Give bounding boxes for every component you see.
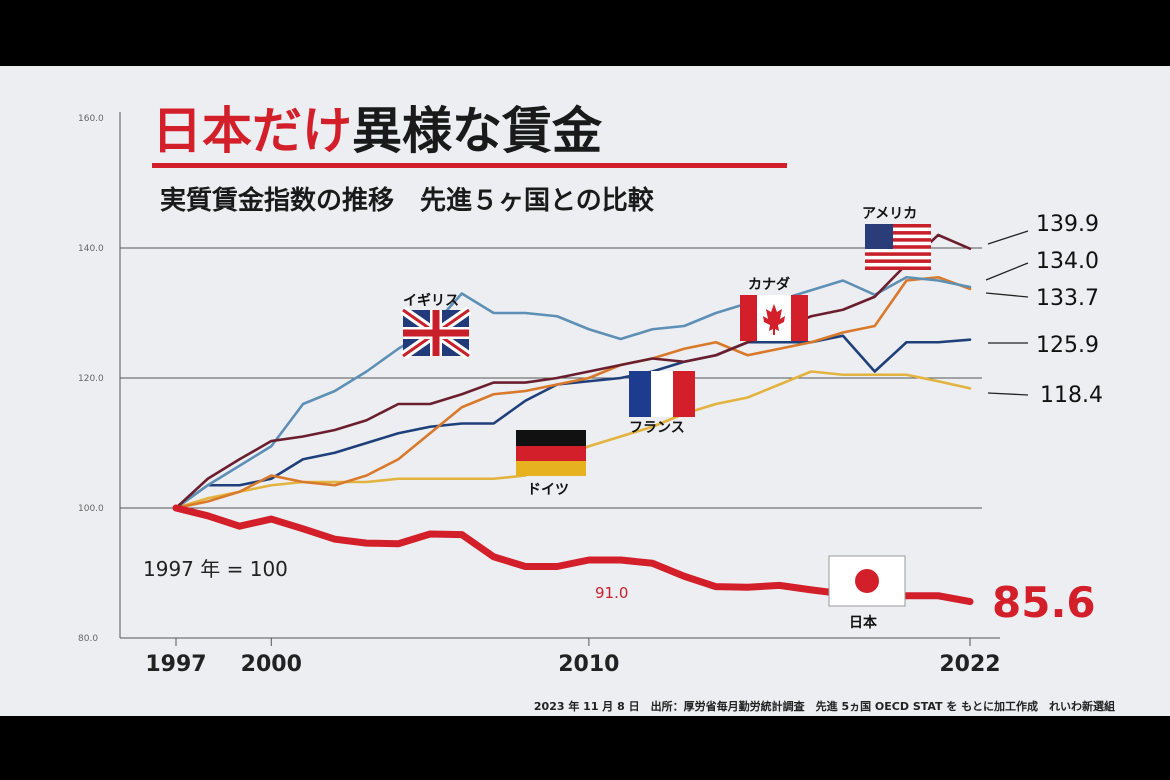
title-underline: [152, 163, 787, 168]
series-line-usa: [174, 233, 972, 510]
x-axis-ticks: 1997 2000 2010 2022: [145, 638, 1001, 677]
end-value-japan: 85.6: [992, 578, 1096, 627]
label-france: フランス: [629, 420, 685, 436]
label-japan: 日本: [849, 614, 878, 631]
series-lines: [172, 233, 974, 606]
series-line-france: [174, 334, 972, 510]
end-pointers: [985, 230, 1029, 396]
y-tick-label: 120.0: [78, 374, 104, 384]
label-uk: イギリス: [403, 292, 459, 309]
end-value-france: 125.9: [1036, 333, 1099, 358]
y-axis-ticks: 80.0 100.0 120.0 140.0 160.0: [78, 114, 104, 644]
grid-lines: [119, 112, 1000, 639]
label-canada: カナダ: [748, 276, 790, 293]
x-tick-label: 2000: [241, 652, 302, 677]
y-tick-label: 100.0: [78, 504, 104, 514]
japan-flag-icon: [828, 555, 906, 607]
wage-index-chart: 80.0 100.0 120.0 140.0 160.0 1997 2000 2010 202…: [78, 102, 1115, 713]
title-red-part: 日本だけ: [152, 102, 352, 160]
base-year-note: 1997 年 = 100: [143, 557, 288, 581]
france-flag-icon: [629, 371, 695, 417]
canada-flag-icon: [740, 295, 808, 341]
japan-value-annotation: 91.0: [595, 584, 628, 602]
germany-flag-icon: [516, 430, 586, 476]
uk-flag-icon: [400, 306, 472, 360]
x-tick-label: 2010: [558, 652, 619, 677]
end-value-usa: 139.9: [1036, 212, 1099, 237]
usa-flag-icon: [865, 224, 931, 270]
x-tick-label: 2022: [939, 652, 1000, 677]
series-line-uk: [174, 275, 972, 510]
label-usa: アメリカ: [862, 206, 917, 222]
x-tick-label: 1997: [145, 652, 206, 677]
y-tick-label: 80.0: [78, 634, 98, 644]
title-black-part: 異様な賃金: [352, 102, 603, 160]
y-tick-label: 140.0: [78, 244, 104, 254]
y-tick-label: 160.0: [78, 114, 104, 124]
end-value-germany: 118.4: [1040, 383, 1103, 408]
end-value-canada: 133.7: [1036, 286, 1099, 311]
chart-slide: 80.0 100.0 120.0 140.0 160.0 1997 2000 2010 202…: [0, 66, 1170, 716]
label-germany: ドイツ: [527, 482, 569, 498]
end-value-uk: 134.0: [1036, 249, 1099, 274]
chart-title: 日本だけ異様な賃金: [152, 102, 603, 160]
chart-subtitle: 実質賃金指数の推移 先進５ヶ国との比較: [160, 185, 655, 216]
series-line-canada: [174, 275, 972, 510]
source-note: 2023 年 11 月 8 日 出所：厚労省毎月勤労統計調査 先進 5ヵ国 OE…: [534, 699, 1115, 713]
